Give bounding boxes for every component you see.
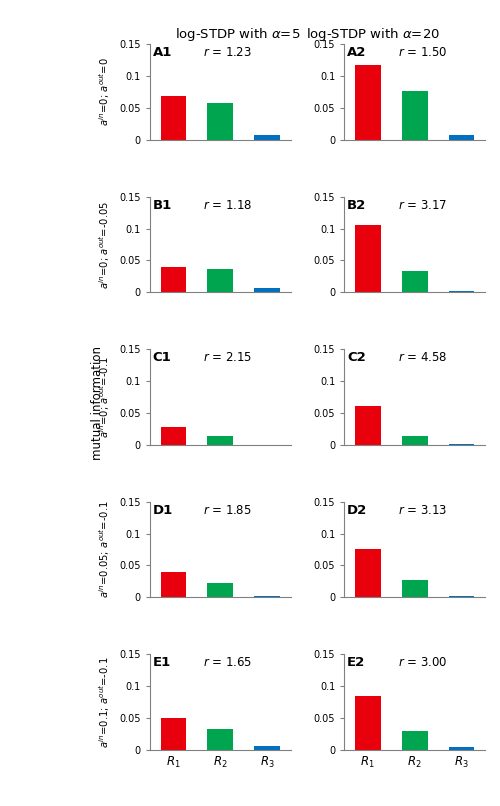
Bar <box>208 436 234 445</box>
Bar <box>402 436 427 445</box>
Bar <box>402 271 427 292</box>
Text: $a^{in}$=0.1; $a^{out}$=-0.1: $a^{in}$=0.1; $a^{out}$=-0.1 <box>98 656 112 748</box>
Bar <box>402 91 427 139</box>
Text: $a^{in}$=0.05; $a^{out}$=-0.1: $a^{in}$=0.05; $a^{out}$=-0.1 <box>98 501 112 598</box>
Text: D1: D1 <box>153 504 173 517</box>
Text: C1: C1 <box>153 351 172 364</box>
Text: E1: E1 <box>153 656 171 669</box>
Text: D2: D2 <box>347 504 368 517</box>
Text: $r$ = 1.23: $r$ = 1.23 <box>204 46 252 59</box>
Text: $a^{in}$=0; $a^{out}$=-0.1: $a^{in}$=0; $a^{out}$=-0.1 <box>98 356 112 438</box>
Text: A2: A2 <box>347 46 366 59</box>
Bar <box>355 696 380 750</box>
Bar <box>355 65 380 139</box>
Bar <box>355 550 380 597</box>
Text: $r$ = 4.58: $r$ = 4.58 <box>398 351 447 364</box>
Text: A1: A1 <box>153 46 172 59</box>
Text: log-STDP with $\it{\alpha}$=5: log-STDP with $\it{\alpha}$=5 <box>175 26 300 43</box>
Text: mutual information: mutual information <box>91 346 104 460</box>
Bar <box>254 746 280 750</box>
Bar <box>448 747 474 750</box>
Text: log-STDP with $\it{\alpha}$=20: log-STDP with $\it{\alpha}$=20 <box>306 26 440 43</box>
Bar <box>160 571 186 597</box>
Text: B1: B1 <box>153 199 172 212</box>
Bar <box>402 730 427 750</box>
Bar <box>402 580 427 597</box>
Text: $r$ = 2.15: $r$ = 2.15 <box>204 351 252 364</box>
Bar <box>254 596 280 597</box>
Bar <box>254 289 280 292</box>
Text: $r$ = 3.17: $r$ = 3.17 <box>398 199 447 212</box>
Text: $r$ = 1.18: $r$ = 1.18 <box>204 199 253 212</box>
Bar <box>160 97 186 139</box>
Bar <box>448 291 474 292</box>
Bar <box>208 103 234 139</box>
Bar <box>355 406 380 445</box>
Bar <box>208 729 234 750</box>
Bar <box>355 226 380 292</box>
Text: B2: B2 <box>347 199 366 212</box>
Bar <box>160 718 186 750</box>
Text: $r$ = 1.65: $r$ = 1.65 <box>204 656 252 669</box>
Bar <box>160 267 186 292</box>
Bar <box>448 596 474 597</box>
Text: $r$ = 3.13: $r$ = 3.13 <box>398 504 447 517</box>
Text: $a^{in}$=0; $a^{out}$=-0.05: $a^{in}$=0; $a^{out}$=-0.05 <box>98 200 112 289</box>
Bar <box>254 135 280 139</box>
Text: $r$ = 3.00: $r$ = 3.00 <box>398 656 447 669</box>
Text: $a^{in}$=0; $a^{out}$=0: $a^{in}$=0; $a^{out}$=0 <box>98 57 112 127</box>
Text: C2: C2 <box>347 351 366 364</box>
Bar <box>208 583 234 597</box>
Bar <box>208 269 234 292</box>
Bar <box>448 135 474 139</box>
Text: $r$ = 1.50: $r$ = 1.50 <box>398 46 447 59</box>
Text: E2: E2 <box>347 656 366 669</box>
Bar <box>160 427 186 445</box>
Text: $r$ = 1.85: $r$ = 1.85 <box>204 504 252 517</box>
